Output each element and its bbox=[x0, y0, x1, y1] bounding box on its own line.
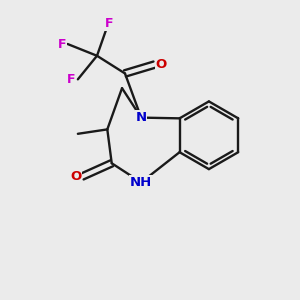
Text: N: N bbox=[136, 111, 147, 124]
Text: NH: NH bbox=[130, 176, 152, 189]
Text: F: F bbox=[58, 38, 67, 50]
Text: F: F bbox=[67, 73, 76, 86]
Text: F: F bbox=[104, 17, 113, 30]
Text: O: O bbox=[70, 170, 81, 183]
Text: O: O bbox=[155, 58, 167, 71]
